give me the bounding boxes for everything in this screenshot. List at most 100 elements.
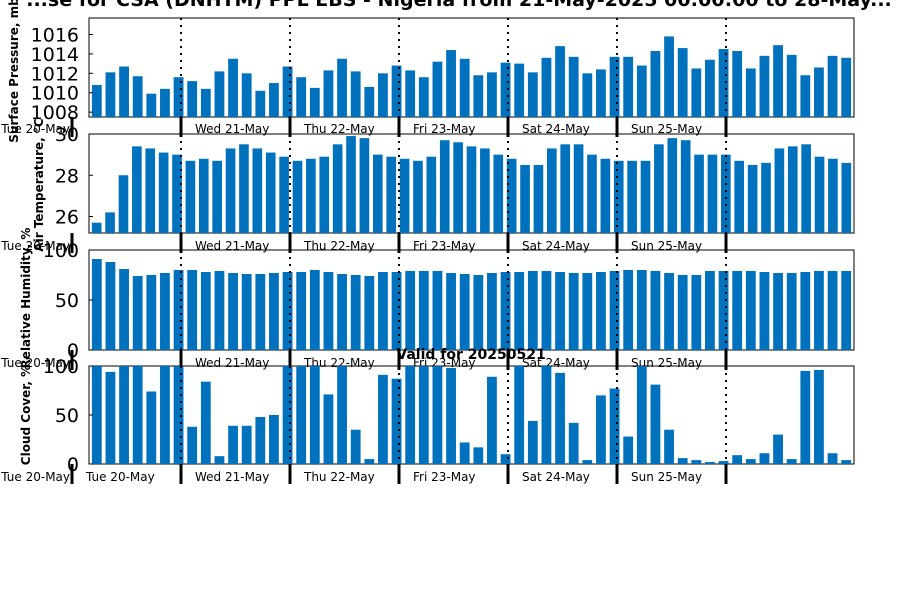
bar-p2-54 (814, 156, 825, 233)
ytick-label-p1-2: 1012 (31, 63, 79, 85)
bar-p2-45 (694, 154, 704, 234)
bar-p1-37 (596, 69, 606, 117)
bar-p2-42 (654, 144, 664, 233)
bar-p4-3 (132, 366, 143, 464)
bar-p2-37 (587, 154, 597, 234)
bar-p1-47 (732, 51, 743, 117)
bar-p3-7 (187, 270, 198, 350)
bar-p2-21 (372, 154, 383, 234)
bar-p2-35 (560, 144, 571, 233)
ytick-label-p2-1: 28 (55, 165, 79, 187)
bar-p1-22 (391, 65, 402, 117)
bar-p2-10 (225, 148, 236, 233)
bar-p4-39 (623, 436, 634, 464)
bar-p4-37 (596, 395, 606, 464)
bar-p3-26 (446, 273, 456, 350)
bar-p4-42 (664, 429, 674, 464)
bar-p4-16 (309, 366, 320, 464)
bar-p2-51 (774, 148, 785, 233)
bar-p2-4 (145, 148, 156, 233)
bar-p2-49 (747, 164, 758, 233)
ytick-label-p4-1: 50 (55, 405, 79, 427)
bar-p3-29 (487, 273, 497, 350)
bar-p3-0 (91, 259, 102, 350)
bar-p4-25 (432, 366, 443, 464)
bar-p3-51 (786, 273, 797, 350)
bar-p1-29 (487, 72, 497, 117)
bar-p2-15 (292, 160, 303, 233)
bar-p3-54 (827, 271, 838, 350)
bar-p1-25 (432, 61, 443, 117)
bar-p2-9 (212, 160, 222, 233)
bar-p3-5 (160, 273, 170, 350)
bar-p3-38 (609, 271, 620, 350)
bar-p1-1 (105, 72, 116, 117)
bar-p1-55 (841, 57, 852, 117)
bar-p4-12 (255, 416, 266, 464)
ytick-label-p4-0: 0 (67, 454, 79, 476)
bar-p2-3 (132, 146, 142, 233)
bar-p2-29 (480, 148, 490, 233)
bar-p2-50 (761, 162, 771, 233)
bar-p3-13 (269, 273, 279, 350)
bar-p3-10 (228, 273, 238, 350)
bar-p3-18 (337, 274, 347, 350)
bar-p2-6 (172, 154, 182, 234)
bar-p4-46 (718, 461, 729, 464)
bar-p1-43 (677, 48, 688, 118)
bar-p2-17 (319, 156, 330, 233)
bar-p3-9 (214, 271, 225, 350)
bar-p4-19 (350, 429, 361, 464)
bar-p1-20 (364, 86, 375, 117)
bar-p1-2 (119, 66, 129, 117)
bar-p4-11 (241, 425, 252, 464)
bar-p2-14 (279, 156, 289, 233)
bar-p3-15 (296, 272, 307, 350)
bar-p4-38 (609, 388, 620, 464)
bar-p4-14 (282, 366, 293, 464)
ytick-label-p3-0: 0 (67, 340, 79, 362)
bar-p1-8 (200, 88, 211, 117)
bar-p3-3 (132, 276, 143, 350)
bar-p4-18 (337, 366, 347, 464)
bar-p1-27 (459, 58, 470, 117)
bar-p4-0 (91, 366, 102, 464)
bar-p1-10 (228, 58, 238, 117)
bar-p4-10 (228, 425, 238, 464)
bar-p4-6 (173, 366, 184, 464)
bar-p1-0 (91, 84, 102, 117)
bar-p4-30 (500, 454, 511, 464)
day-label-p1-1: Wed 21-May (195, 122, 269, 136)
bar-p2-55 (828, 158, 838, 233)
bar-p2-56 (841, 162, 852, 233)
bar-p4-28 (473, 447, 484, 464)
bar-p4-33 (541, 366, 552, 464)
bar-p2-38 (600, 158, 611, 233)
bar-p1-35 (568, 56, 579, 117)
bar-p4-54 (827, 453, 838, 464)
bar-p1-3 (132, 76, 143, 117)
bar-p2-2 (118, 175, 129, 233)
bar-p3-37 (596, 272, 606, 350)
bar-p3-41 (650, 271, 661, 350)
bar-p3-11 (241, 274, 252, 350)
bar-p2-5 (158, 152, 169, 233)
figure-title: ...se for CSA (DNHTM) PPL EBS - Nigeria … (26, 0, 892, 11)
bar-p4-50 (773, 434, 783, 464)
bar-p4-55 (841, 460, 852, 464)
bar-p3-23 (405, 271, 416, 350)
bar-p4-35 (568, 422, 579, 464)
bar-p1-12 (255, 90, 266, 117)
bar-p2-30 (493, 154, 504, 234)
day-label-p4-6: Sun 25-May (631, 470, 702, 484)
bar-p3-14 (282, 272, 293, 350)
bar-p3-49 (759, 272, 770, 350)
bar-p4-48 (745, 459, 756, 464)
bar-p1-4 (146, 93, 157, 117)
bar-p4-45 (705, 462, 715, 464)
bar-p1-11 (241, 73, 252, 117)
bar-p1-34 (555, 46, 565, 117)
ytick-label-p4-2: 100 (43, 356, 79, 378)
ytick-label-p1-4: 1016 (31, 25, 79, 47)
day-label-p4-0: Tue 20-May (0, 470, 70, 484)
